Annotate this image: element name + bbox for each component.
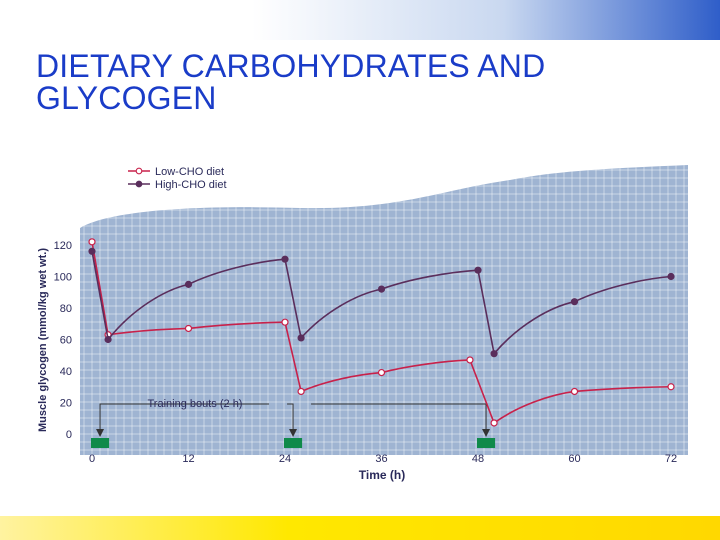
data-point xyxy=(667,272,675,281)
training-bouts-annotation: Training bouts (2 h) xyxy=(91,398,496,448)
data-point xyxy=(281,318,289,326)
slide-title-line-1: DIETARY CARBOHYDRATES AND xyxy=(36,48,546,84)
y-tick-label: 20 xyxy=(60,398,72,410)
y-tick-label: 80 xyxy=(60,303,72,315)
y-tick-label: 0 xyxy=(66,429,72,441)
x-tick-label: 72 xyxy=(665,453,677,465)
y-tick-label: 40 xyxy=(60,366,72,378)
x-axis-label: Time (h) xyxy=(359,468,405,482)
data-point xyxy=(490,419,498,427)
data-point xyxy=(281,255,289,263)
legend-marker xyxy=(135,180,143,188)
y-tick-label: 100 xyxy=(54,272,72,284)
x-tick-label: 24 xyxy=(279,453,291,465)
slide-title-line-2: GLYCOGEN xyxy=(36,80,217,116)
chart-background-panel xyxy=(80,165,688,455)
training-bout-marker xyxy=(284,438,303,448)
panel-fill xyxy=(80,165,688,455)
x-tick-label: 60 xyxy=(568,453,580,465)
x-tick-label: 36 xyxy=(375,453,387,465)
x-tick-label: 0 xyxy=(89,453,95,465)
data-point xyxy=(88,247,96,255)
legend-label: High-CHO diet xyxy=(155,179,227,191)
data-point xyxy=(490,350,498,358)
legend-label: Low-CHO diet xyxy=(155,166,224,178)
data-point xyxy=(474,266,482,274)
chart-series xyxy=(88,238,675,427)
data-point xyxy=(570,298,579,306)
chart-grid xyxy=(80,165,688,455)
annotation-arrowhead xyxy=(289,429,298,437)
data-point xyxy=(88,238,96,246)
training-bout-marker xyxy=(477,438,496,448)
annotation-arrowhead xyxy=(96,429,105,437)
data-point xyxy=(377,368,386,377)
y-tick-label: 60 xyxy=(60,335,72,347)
y-axis-label: Muscle glycogen (mmol/kg wet wt.) xyxy=(37,248,49,432)
annotation-arrowhead xyxy=(482,429,491,437)
bottom-gradient-bar xyxy=(0,516,720,540)
slide-title: DIETARY CARBOHYDRATES AND GLYCOGEN xyxy=(36,50,656,114)
data-point xyxy=(297,334,305,342)
data-point xyxy=(466,356,474,364)
x-tick-label: 48 xyxy=(472,453,484,465)
axis-ticks: 0 20 40 60 80 100 120 0 12 24 36 48 60 72 xyxy=(54,240,677,465)
data-point xyxy=(104,335,112,344)
top-gradient-bar xyxy=(0,0,720,40)
data-point xyxy=(570,387,579,396)
series-high-cho xyxy=(88,247,675,358)
data-point xyxy=(184,324,193,333)
x-tick-label: 12 xyxy=(182,453,194,465)
annotation-label: Training bouts (2 h) xyxy=(148,398,243,410)
series-low-cho xyxy=(88,238,675,427)
data-point xyxy=(667,383,675,391)
legend-marker xyxy=(135,167,143,175)
data-point xyxy=(297,387,305,396)
y-tick-label: 120 xyxy=(54,240,72,252)
annotation-line-left xyxy=(99,403,270,436)
annotation-line-middle xyxy=(287,403,294,436)
data-point xyxy=(184,280,193,288)
training-bout-marker xyxy=(91,438,110,448)
data-point xyxy=(377,285,386,293)
